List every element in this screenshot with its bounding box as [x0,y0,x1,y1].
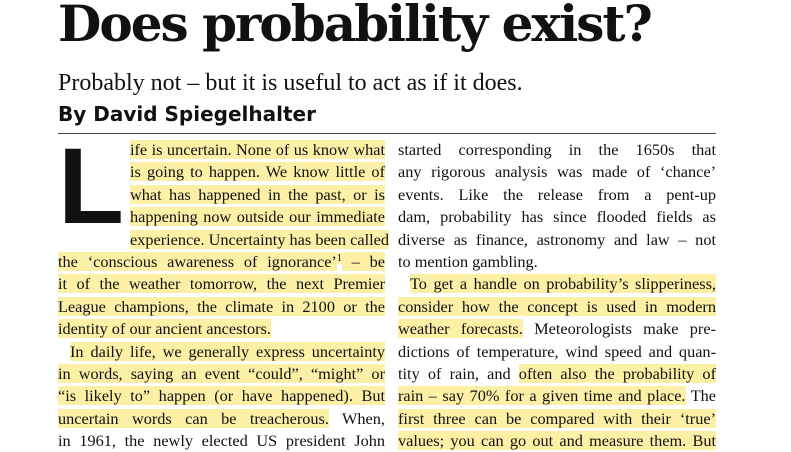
text-line: happening now outside our immediate [58,206,385,228]
text-line: is going to happen. We know little of [58,161,385,183]
highlighted-text: values; you can go out and measure them.… [398,431,716,451]
highlighted-text: In daily life, we generally express unce… [70,341,385,361]
highlighted-text: identity of our ancient ancestors. [58,319,271,339]
text: any rigorous analysis was made of ‘chanc… [398,162,716,182]
text-line: weather forecasts. Meteorologists make p… [398,318,716,340]
text: The [685,386,717,406]
highlighted-text: what has happened in the past, or is [129,184,385,204]
text: tity of rain, and [398,363,519,383]
text-line: rain – say 70% for a given time and plac… [398,385,716,407]
highlighted-text: ife is uncertain. None of us know what [129,140,385,159]
highlighted-text: uncertain words can be treacherous. [58,408,329,428]
byline: By David Spiegelhalter [58,102,316,126]
text-line: ife is uncertain. None of us know what [58,139,385,161]
text-line: diverse as finance, astronomy and law – … [398,229,716,251]
text-line: tity of rain, and often also the probabi… [398,363,716,385]
text-line: dictions of temperature, wind speed and … [398,341,716,363]
headline: Does probability exist? [58,0,653,53]
column: started corresponding in the 1650s that a… [398,139,716,452]
text-line: dam, probability has since flooded field… [398,206,716,228]
text: diverse as finance, astronomy and law – … [398,229,716,249]
highlighted-text: rain – say 70% for a given time and plac… [398,386,686,406]
highlighted-text: the ‘conscious awareness of ignorance’ [58,251,337,271]
highlighted-text: often also the probability of [518,363,716,383]
text-line: In daily life, we generally express unce… [58,341,385,363]
highlighted-text: in words, saying an event “could”, “migh… [58,363,385,383]
divider [58,133,716,134]
text: events. Like the release from a pent-up [398,184,716,204]
text: dictions of temperature, wind speed and … [398,341,716,361]
text-line: first three can be compared with their ‘… [398,408,716,430]
highlighted-text: experience. Uncertainty has been called [129,229,389,249]
highlighted-text: first three can be compared with their ‘… [398,408,716,428]
text: When, [328,408,385,428]
highlighted-text: happening now outside our immediate [129,207,385,227]
highlighted-text: it of the weather tomorrow, the next Pre… [58,274,385,294]
text-line: in words, saying an event “could”, “migh… [58,363,385,385]
text-line: “is likely to” happen (or have happened)… [58,385,385,407]
text-line: uncertain words can be treacherous. When… [58,408,385,430]
drop-cap: L [58,125,124,246]
subtitle: Probably not – but it is useful to act a… [58,70,523,96]
text-line: values; you can go out and measure them.… [398,430,716,452]
text-line: to mention gambling. [398,251,716,273]
highlighted-text: To get a handle on probability’s slipper… [410,274,716,294]
highlighted-text: – be [341,251,385,271]
text-line: To get a handle on probability’s slipper… [398,273,716,295]
text-line: events. Like the release from a pent-up [398,184,716,206]
text-line: started corresponding in the 1650s that [398,139,716,161]
text-line: any rigorous analysis was made of ‘chanc… [398,161,716,183]
text: to mention gambling. [398,251,538,271]
text: started corresponding in the 1650s that [398,140,716,159]
highlighted-text: is going to happen. We know little of [129,162,385,182]
highlighted-text: weather forecasts. [398,319,523,339]
text-line: consider how the concept is used in mode… [398,296,716,318]
text-line: League champions, the climate in 2100 or… [58,296,385,318]
text: dam, probability has since flooded field… [398,207,716,227]
text-line: what has happened in the past, or is [58,184,385,206]
text-line: in 1961, the newly elected US president … [58,430,385,452]
text: Meteorologists make pre- [522,319,717,339]
text-line: the ‘conscious awareness of ignorance’1 … [58,251,385,273]
text-line: identity of our ancient ancestors. [58,318,385,340]
highlighted-text: 1 [336,252,342,264]
text: in 1961, the newly elected US president … [58,431,385,451]
highlighted-text: League champions, the climate in 2100 or… [58,296,385,316]
text-line: experience. Uncertainty has been called [58,229,389,251]
highlighted-text: “is likely to” happen (or have happened)… [58,386,385,406]
highlighted-text: consider how the concept is used in mode… [398,296,716,316]
text-line: it of the weather tomorrow, the next Pre… [58,273,385,295]
